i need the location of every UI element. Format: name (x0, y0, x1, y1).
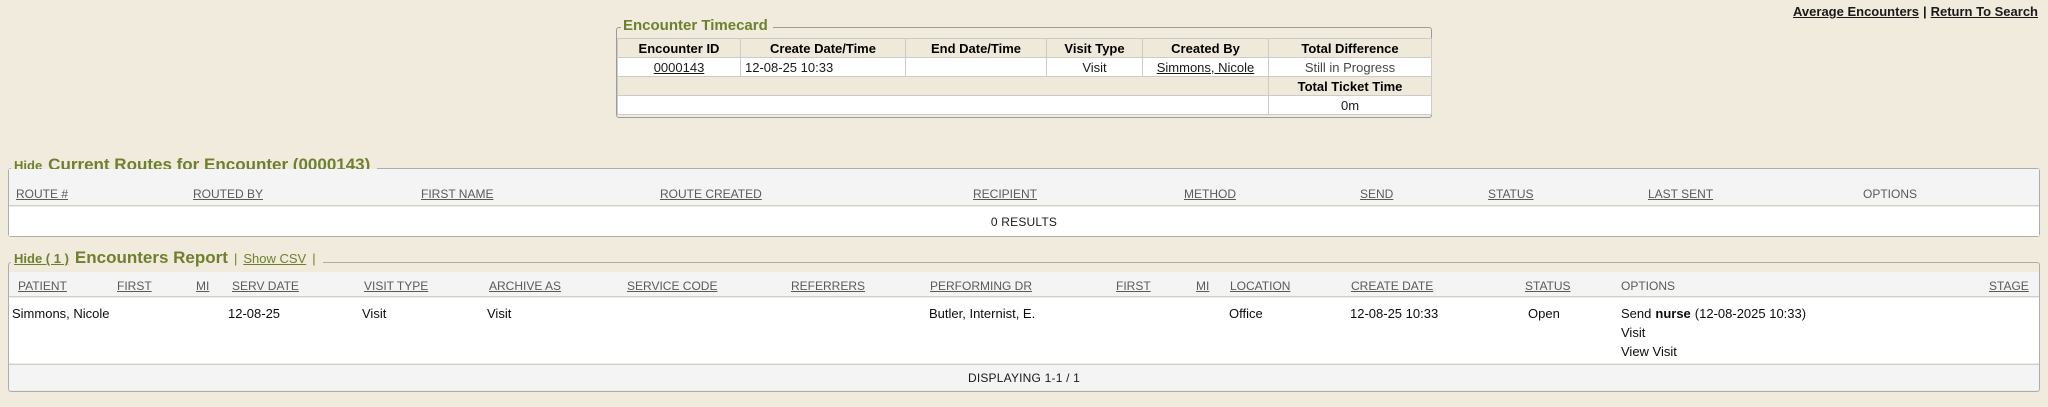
timecard-spacer-cell (617, 76, 1269, 96)
timecard-total-difference-cell: Still in Progress (1268, 57, 1432, 77)
link-separator: | (1922, 4, 1927, 19)
encounters-report-title: Encounters Report (74, 248, 228, 267)
total-ticket-time-value: 0m (1268, 95, 1432, 115)
routes-col-route-number[interactable]: ROUTE # (16, 187, 69, 201)
encounters-col-first[interactable]: FIRST (117, 279, 152, 293)
show-csv-link[interactable]: Show CSV (243, 251, 307, 266)
routes-header-row (9, 169, 2039, 206)
encounters-col-location[interactable]: LOCATION (1230, 279, 1291, 293)
encounters-col-serv-date[interactable]: SERV DATE (232, 279, 299, 293)
encounters-header-row (9, 272, 2039, 297)
encounter-serv-date-cell: 12-08-25 (228, 306, 281, 321)
encounters-hide-link[interactable]: Hide ( 1 ) (14, 251, 69, 266)
encounters-col-patient[interactable]: PATIENT (18, 279, 67, 293)
encounter-visit-type-cell: Visit (362, 306, 387, 321)
encounters-col-mi[interactable]: MI (196, 279, 210, 293)
encounter-location-cell: Office (1229, 306, 1263, 321)
timecard-total-value-row: 0m (617, 95, 1432, 115)
return-to-search-link[interactable]: Return To Search (1930, 4, 2038, 19)
routes-col-recipient[interactable]: RECIPIENT (973, 187, 1038, 201)
average-encounters-link[interactable]: Average Encounters (1793, 4, 1919, 19)
encounters-col-service-code[interactable]: SERVICE CODE (627, 279, 718, 293)
timecard-spacer-cell-2 (617, 95, 1269, 115)
encounters-col-stage[interactable]: STAGE (1989, 279, 2029, 293)
timecard-encounter-id-cell: 0000143 (617, 57, 741, 77)
encounters-col-dr-mi[interactable]: MI (1196, 279, 1210, 293)
displaying-count: DISPLAYING 1-1 / 1 (967, 371, 1081, 385)
option-send-timestamp: (12-08-2025 10:33) (1694, 306, 1807, 321)
total-ticket-time-label: Total Ticket Time (1268, 76, 1432, 96)
timecard-created-by-cell: Simmons, Nicole (1142, 57, 1269, 77)
routes-col-status[interactable]: STATUS (1488, 187, 1534, 201)
routes-col-last-sent[interactable]: LAST SENT (1648, 187, 1714, 201)
routes-empty-row: 0 RESULTS (9, 207, 2039, 236)
encounters-col-options: OPTIONS (1621, 279, 1676, 293)
encounter-create-date-cell: 12-08-25 10:33 (1350, 306, 1439, 321)
legend-separator: | (233, 251, 238, 266)
timecard-data-row: 0000143 12-08-25 10:33 Visit Simmons, Ni… (617, 57, 1432, 77)
option-view-visit[interactable]: View Visit (1621, 344, 1677, 359)
routes-col-first-name[interactable]: FIRST NAME (421, 187, 494, 201)
routes-results-count: 0 RESULTS (990, 215, 1058, 229)
page-header-links: Average Encounters | Return To Search (1793, 4, 2038, 19)
encounters-col-visit-type[interactable]: VISIT TYPE (364, 279, 429, 293)
option-visit[interactable]: Visit (1621, 325, 1646, 340)
timecard-end-datetime-cell (905, 57, 1047, 77)
option-send-prefix: Send (1621, 306, 1652, 321)
timecard-col-encounter-id: Encounter ID (617, 38, 741, 58)
option-send-nurse[interactable]: Send nurse (12-08-2025 10:33) (1621, 306, 1806, 321)
encounter-archive-as-cell: Visit (487, 306, 512, 321)
encounters-report-fieldset (8, 262, 2040, 392)
encounter-timecard-table: Encounter ID Create Date/Time End Date/T… (617, 38, 1432, 115)
timecard-col-total-difference: Total Difference (1268, 38, 1432, 58)
timecard-header-row: Encounter ID Create Date/Time End Date/T… (617, 38, 1432, 58)
encounter-timecard-legend: Encounter Timecard (621, 17, 773, 34)
encounter-timecard-fieldset (616, 27, 1432, 118)
current-routes-fieldset (8, 168, 2040, 237)
timecard-col-create-datetime: Create Date/Time (740, 38, 906, 58)
encounters-col-referrers[interactable]: REFERRERS (791, 279, 866, 293)
option-send-target: nurse (1655, 306, 1691, 321)
routes-col-send[interactable]: SEND (1360, 187, 1394, 201)
encounters-col-archive-as[interactable]: ARCHIVE AS (489, 279, 562, 293)
encounters-col-performing-dr[interactable]: PERFORMING DR (930, 279, 1032, 293)
timecard-col-created-by: Created By (1142, 38, 1269, 58)
timecard-visit-type-cell: Visit (1046, 57, 1143, 77)
timecard-create-datetime-cell: 12-08-25 10:33 (740, 57, 906, 77)
timecard-total-label-row: Total Ticket Time (617, 76, 1432, 96)
legend-separator-2: | (312, 251, 316, 266)
encounter-patient-cell: Simmons, Nicole (12, 306, 110, 321)
created-by-link[interactable]: Simmons, Nicole (1156, 59, 1255, 75)
encounters-data-row (9, 298, 2039, 363)
timecard-col-visit-type: Visit Type (1046, 38, 1143, 58)
encounters-col-dr-first[interactable]: FIRST (1116, 279, 1151, 293)
encounters-pagination-row: DISPLAYING 1-1 / 1 (9, 364, 2039, 390)
routes-col-routed-by[interactable]: ROUTED BY (193, 187, 264, 201)
encounters-col-status[interactable]: STATUS (1525, 279, 1571, 293)
encounters-col-create-date[interactable]: CREATE DATE (1351, 279, 1434, 293)
encounter-performing-dr-cell: Butler, Internist, E. (929, 306, 1036, 321)
routes-col-options: OPTIONS (1863, 187, 1918, 201)
encounter-status-cell: Open (1528, 306, 1560, 321)
routes-col-route-created[interactable]: ROUTE CREATED (660, 187, 762, 201)
encounter-id-link[interactable]: 0000143 (653, 59, 705, 75)
encounters-report-legend: Hide ( 1 ) Encounters Report | Show CSV … (11, 248, 323, 268)
timecard-col-end-datetime: End Date/Time (905, 38, 1047, 58)
routes-col-method[interactable]: METHOD (1184, 187, 1236, 201)
